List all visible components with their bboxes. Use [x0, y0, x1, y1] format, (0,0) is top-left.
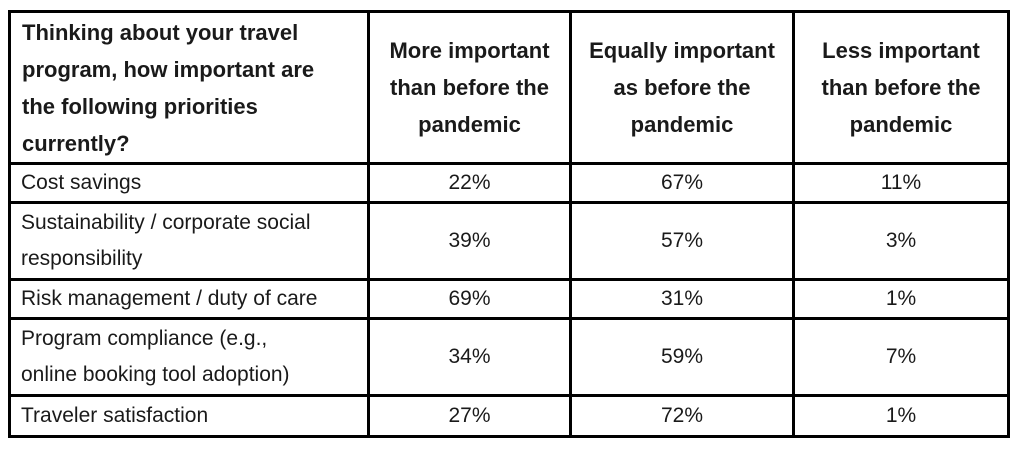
row-value: 1% — [792, 278, 1010, 320]
row-label: Risk management / duty of care — [8, 278, 370, 320]
table-row-sustainability: Sustainability / corporate social respon… — [8, 201, 1010, 281]
row-value: 31% — [569, 278, 795, 320]
row-value: 59% — [569, 317, 795, 397]
row-value: 3% — [792, 201, 1010, 281]
row-label: Sustainability / corporate social respon… — [8, 201, 370, 281]
row-value: 22% — [367, 162, 572, 204]
row-value: 1% — [792, 394, 1010, 438]
row-value: 11% — [792, 162, 1010, 204]
row-value: 67% — [569, 162, 795, 204]
row-value: 7% — [792, 317, 1010, 397]
header-row: Thinking about your travel program, how … — [8, 10, 1010, 165]
survey-table: Thinking about your travel program, how … — [8, 10, 1010, 438]
row-label: Cost savings — [8, 162, 370, 204]
question-header-cell: Thinking about your travel program, how … — [8, 10, 370, 165]
row-value: 57% — [569, 201, 795, 281]
column-header-equally-important: Equally important as before the pandemic — [569, 10, 795, 165]
row-label: Program compliance (e.g., online booking… — [8, 317, 370, 397]
table-row-cost-savings: Cost savings 22% 67% 11% — [8, 162, 1010, 204]
table-row-program-compliance: Program compliance (e.g., online booking… — [8, 317, 1010, 397]
table-row-traveler-satisfaction: Traveler satisfaction 27% 72% 1% — [8, 394, 1010, 438]
column-header-less-important: Less important than before the pandemic — [792, 10, 1010, 165]
table-row-risk-management: Risk management / duty of care 69% 31% 1… — [8, 278, 1010, 320]
row-label: Traveler satisfaction — [8, 394, 370, 438]
row-value: 39% — [367, 201, 572, 281]
row-value: 27% — [367, 394, 572, 438]
row-value: 72% — [569, 394, 795, 438]
row-value: 69% — [367, 278, 572, 320]
row-value: 34% — [367, 317, 572, 397]
column-header-more-important: More important than before the pandemic — [367, 10, 572, 165]
